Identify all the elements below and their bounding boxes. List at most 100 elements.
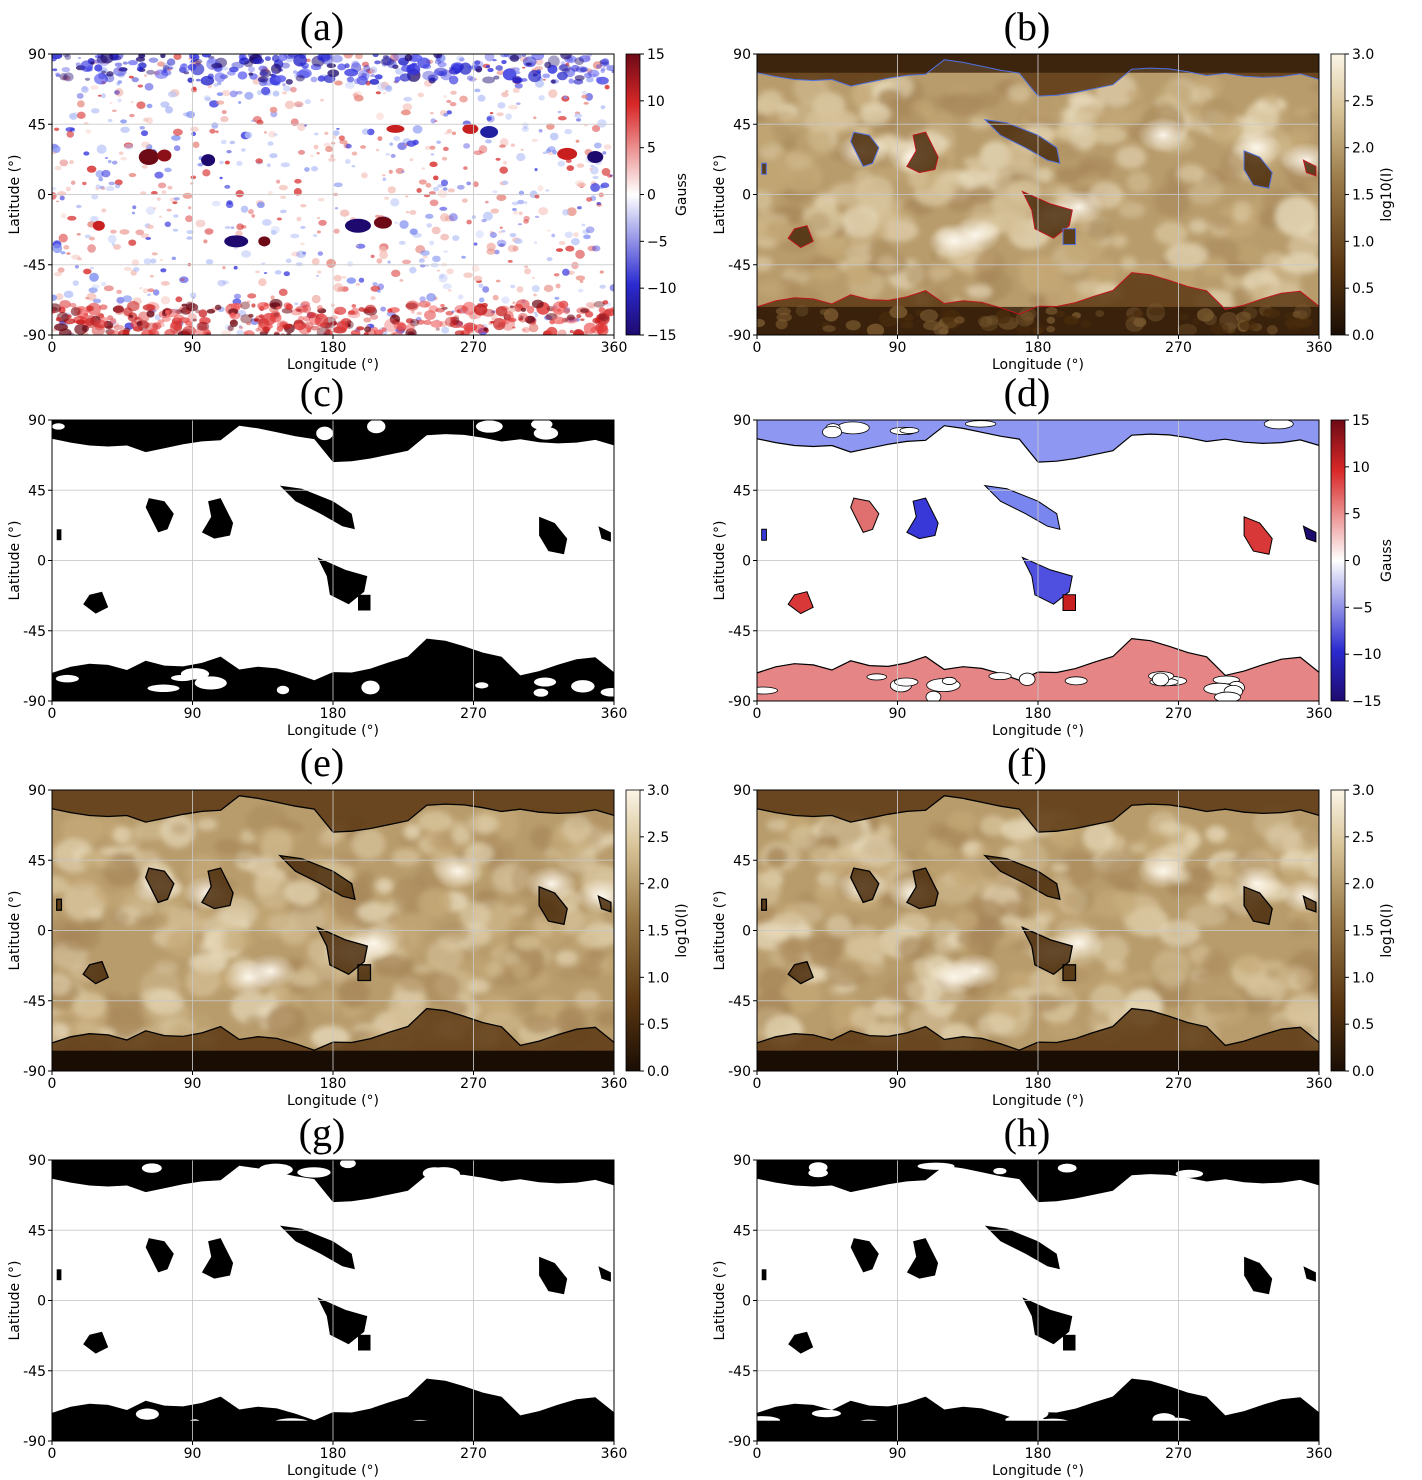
- field-patch: [59, 195, 65, 201]
- field-patch: [409, 318, 420, 327]
- field-patch: [186, 236, 193, 240]
- field-patch: [548, 152, 553, 156]
- field-patch: [196, 321, 210, 331]
- field-patch: [63, 290, 74, 299]
- field-patch: [143, 117, 149, 122]
- field-patch: [372, 282, 378, 286]
- field-patch: [337, 977, 370, 1009]
- field-patch: [416, 319, 425, 325]
- field-patch: [165, 106, 173, 114]
- mask-gap: [1018, 672, 1036, 686]
- field-patch: [111, 910, 130, 926]
- field-patch: [446, 110, 452, 115]
- y-tick-label: 45: [733, 853, 751, 869]
- field-patch: [1083, 171, 1102, 187]
- field-patch: [442, 187, 448, 191]
- field-patch: [260, 829, 293, 862]
- field-patch: [434, 59, 442, 65]
- field-patch: [375, 878, 393, 894]
- field-patch: [173, 214, 179, 218]
- field-patch: [558, 964, 583, 982]
- field-patch: [237, 71, 248, 80]
- field-patch: [523, 1015, 557, 1034]
- field-patch: [807, 212, 831, 232]
- field-patch: [443, 250, 449, 253]
- field-patch: [95, 170, 104, 178]
- field-patch: [425, 213, 434, 219]
- colorbar-tick-label: 1.5: [1352, 188, 1374, 204]
- field-patch: [511, 75, 522, 84]
- field-patch: [269, 153, 278, 159]
- field-patch: [576, 182, 587, 188]
- field-patch: [149, 274, 154, 278]
- field-patch: [384, 318, 399, 332]
- field-patch: [116, 289, 123, 295]
- field-patch: [410, 310, 415, 314]
- field-patch: [305, 58, 311, 62]
- bright-region: [1136, 117, 1189, 154]
- y-axis-label: Latitude (°): [7, 155, 23, 235]
- field-patch: [350, 329, 361, 335]
- field-patch: [478, 297, 485, 303]
- field-patch: [770, 925, 791, 941]
- field-patch: [1192, 317, 1201, 325]
- field-patch: [351, 60, 360, 68]
- field-patch: [304, 167, 310, 172]
- field-patch: [406, 140, 417, 147]
- field-patch: [584, 124, 588, 127]
- field-patch: [117, 80, 123, 84]
- field-patch: [229, 66, 239, 73]
- field-patch: [306, 311, 317, 319]
- x-tick-label: 0: [753, 706, 762, 722]
- field-patch: [195, 78, 201, 82]
- field-patch: [512, 207, 517, 211]
- field-patch: [534, 241, 538, 245]
- field-patch: [207, 73, 214, 80]
- field-patch: [310, 166, 319, 172]
- field-patch: [579, 279, 584, 284]
- field-patch: [370, 296, 376, 301]
- y-axis-label: Latitude (°): [7, 521, 23, 601]
- contour-line: [278, 854, 356, 901]
- field-patch: [180, 278, 185, 282]
- field-patch: [437, 61, 447, 68]
- field-patch: [1046, 325, 1056, 333]
- field-patch: [509, 305, 514, 309]
- field-patch: [1091, 125, 1128, 145]
- field-patch: [287, 54, 299, 58]
- field-patch: [147, 288, 155, 293]
- field-patch: [148, 57, 159, 63]
- field-patch: [270, 63, 282, 74]
- mask-gap: [925, 690, 942, 701]
- field-patch: [441, 156, 448, 161]
- field-patch: [252, 78, 260, 85]
- field-patch: [284, 880, 320, 905]
- field-patch: [404, 54, 413, 62]
- active-region: [224, 235, 249, 248]
- field-patch: [96, 144, 107, 154]
- field-patch: [962, 848, 981, 860]
- field-patch: [845, 261, 875, 287]
- field-patch: [328, 157, 336, 162]
- field-patch: [98, 177, 104, 182]
- field-patch: [524, 265, 529, 268]
- field-patch: [117, 72, 125, 78]
- field-patch: [170, 822, 189, 835]
- field-patch: [63, 245, 70, 250]
- field-patch: [390, 198, 400, 207]
- field-patch: [586, 949, 606, 966]
- field-patch: [557, 115, 567, 121]
- field-patch: [399, 73, 411, 82]
- coronal-hole: [761, 899, 767, 911]
- mask-gap: [894, 677, 919, 687]
- field-patch: [512, 245, 519, 252]
- field-patch: [337, 63, 347, 71]
- field-patch: [520, 307, 527, 312]
- field-patch: [584, 72, 592, 79]
- field-patch: [248, 313, 254, 318]
- field-patch: [333, 228, 340, 234]
- field-patch: [495, 306, 508, 317]
- field-patch: [471, 265, 480, 272]
- field-patch: [437, 189, 448, 198]
